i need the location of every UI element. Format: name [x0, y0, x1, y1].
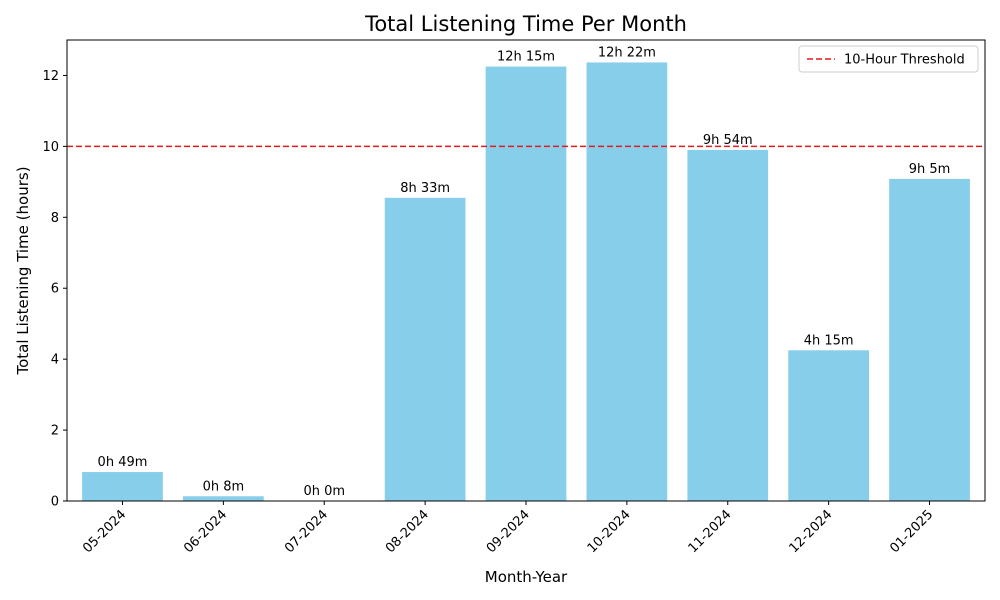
bar-value-label: 12h 22m: [598, 45, 656, 60]
y-tick-label: 10: [42, 140, 59, 155]
x-tick-label: 10-2024: [585, 507, 634, 556]
y-axis-title: Total Listening Time (hours): [14, 166, 32, 375]
legend-frame: [798, 45, 979, 73]
x-tick-label: 08-2024: [383, 507, 432, 556]
x-axis-title: Month-Year: [485, 568, 568, 586]
x-tick-label: 11-2024: [686, 507, 735, 556]
y-tick-label: 2: [51, 424, 59, 439]
bar: [687, 149, 769, 501]
bar: [586, 62, 668, 501]
x-tick-label: 09-2024: [484, 507, 533, 556]
y-tick-label: 12: [42, 69, 59, 84]
bar: [889, 178, 970, 501]
bar-value-label: 12h 15m: [497, 50, 555, 65]
y-tick-label: 8: [51, 211, 59, 226]
bar-value-label: 0h 8m: [203, 479, 245, 494]
bar: [183, 496, 264, 501]
bar: [384, 197, 466, 502]
x-tick-label: 12-2024: [786, 507, 835, 556]
bar-value-label: 0h 0m: [303, 484, 345, 499]
legend-label-threshold: 10-Hour Threshold: [844, 53, 965, 68]
legend: 10-Hour Threshold: [798, 45, 979, 73]
bar-value-label: 4h 15m: [804, 333, 854, 348]
bar-value-label: 0h 49m: [98, 455, 148, 470]
bar-value-label: 9h 5m: [909, 162, 951, 177]
x-tick-label: 07-2024: [282, 507, 331, 556]
chart-title: Total Listening Time Per Month: [364, 12, 687, 36]
bar: [82, 472, 163, 501]
y-tick-label: 4: [51, 353, 59, 368]
bar-value-label: 9h 54m: [703, 133, 753, 148]
bar: [485, 66, 567, 501]
x-tick-label: 06-2024: [181, 507, 230, 556]
y-tick-label: 0: [51, 495, 59, 510]
x-tick-label: 01-2025: [887, 507, 936, 556]
x-tick-label: 05-2024: [80, 507, 129, 556]
plot-area: 0h 49m 0h 8m 0h 0m 8h 33m 12h 15m 12h 22m 9h 5…: [42, 39, 986, 556]
y-tick-label: 6: [51, 282, 59, 297]
bar: [788, 350, 869, 501]
bar-value-label: 8h 33m: [400, 181, 450, 196]
